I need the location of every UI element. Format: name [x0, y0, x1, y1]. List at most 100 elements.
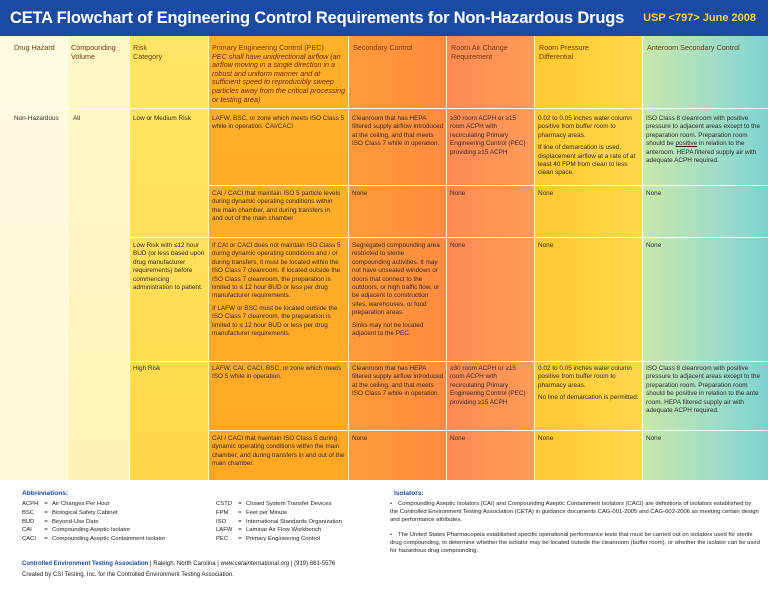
row-divider — [208, 185, 768, 186]
cell-r3-secondary-b: Sinks may not be located adjacent to the… — [352, 321, 424, 338]
cell-r1-risk: Low or Medium Risk — [133, 115, 191, 122]
cell-r1-pressure: 0.02 to 0.05 inches water column positiv… — [538, 115, 640, 178]
header-risk-category: Risk Category — [133, 43, 163, 61]
abbrev-row: ISO = International Standards Organization — [216, 518, 342, 527]
abbrev-row: ACPH = Air Changes Per Hour — [22, 500, 165, 509]
cell-r4-pec: LAFW, CAI, CACI, BSC, or zone which meet… — [212, 365, 342, 381]
isolators-p2-text: The United States Pharmacopeia establish… — [390, 532, 760, 554]
abbrev-key: BUD — [22, 518, 35, 525]
cell-r4-pressure-a: 0.02 to 0.05 inches water column positiv… — [538, 365, 632, 389]
cell-r4-secondary: Cleanroom that has HEPA filtered supply … — [352, 365, 444, 398]
column-divider — [348, 36, 349, 480]
cell-r5-air-change: None — [450, 435, 466, 442]
cell-r2-air-change: None — [450, 190, 466, 197]
cell-r3-pressure: None — [538, 242, 554, 249]
cell-r2-pec: CAI / CACI that maintain ISO 5 particle … — [212, 190, 341, 223]
col-bg-compounding-volume — [67, 36, 129, 480]
cell-r4-anteroom: ISO Class 8 cleanroom with positive pres… — [646, 365, 761, 415]
abbrev-eq: = — [44, 509, 48, 516]
col-bg-risk-category — [129, 36, 208, 480]
header-compounding-volume: Compounding Volume — [71, 43, 116, 61]
header-pec: Primary Engineering Control (PEC) PEC sh… — [212, 43, 346, 104]
column-divider — [446, 36, 447, 480]
abbrev-key: ISO — [216, 518, 227, 525]
col-bg-drug-hazard — [0, 36, 67, 480]
col-bg-secondary-control — [348, 36, 446, 480]
abbrev-eq: = — [238, 509, 242, 516]
isolators-title: Isolators: — [394, 490, 424, 497]
column-divider — [534, 36, 535, 480]
abbrev-row: BSC = Biological Safety Cabinet — [22, 509, 165, 518]
cell-r3-secondary: Segregated compounding area restricted t… — [352, 242, 444, 338]
col-bg-room-air-change — [446, 36, 534, 480]
abbrev-value: Biological Safety Cabinet — [52, 509, 118, 516]
header-drug-hazard: Drug Hazard — [14, 43, 55, 52]
abbrev-value: Feet per Minute — [246, 509, 288, 516]
cell-r5-pressure: None — [538, 435, 554, 442]
abbrev-value: Beyond-Use Date — [52, 518, 99, 525]
cell-r5-pec: CAI / CACI that maintain ISO Class 5 dur… — [212, 435, 345, 468]
abbrev-row: FPM = Feet per Minute — [216, 509, 342, 518]
cell-r1-anteroom-underline: positive — [675, 140, 698, 148]
abbrev-eq: = — [238, 536, 242, 543]
abbrev-key: BSC — [22, 509, 35, 516]
cell-compounding-volume: All — [73, 115, 81, 122]
usp-reference: USP <797> June 2008 — [643, 12, 756, 24]
abbrev-eq: = — [44, 536, 48, 543]
abbrev-row: BUD = Beyond-Use Date — [22, 518, 165, 527]
cell-r4-pressure: 0.02 to 0.05 inches water column positiv… — [538, 365, 640, 403]
cell-r1-anteroom-a: ISO Class 8 cleanroom with positive pres… — [646, 115, 761, 148]
cell-r4-risk: High Risk — [133, 365, 161, 372]
column-divider — [129, 36, 130, 480]
header-divider — [0, 108, 768, 109]
cell-r1-pec: LAFW, BSC, or zone which meets ISO Class… — [212, 115, 345, 131]
cell-r1-pressure-b: If line of demarcation is used, displace… — [538, 144, 636, 177]
cell-r3-air-change: None — [450, 242, 466, 249]
footer-org: Controlled Environment Testing Associati… — [22, 561, 149, 567]
abbreviations-left: ACPH = Air Changes Per Hour BSC = Biological… — [22, 500, 165, 544]
abbrev-value: Compounding Aseptic Isolator — [52, 527, 131, 534]
header-secondary-control: Secondary Control — [353, 43, 413, 52]
abbrev-row: LAFW = Laminar Air Flow Workbench — [216, 526, 342, 535]
abbrev-eq: = — [44, 501, 48, 507]
footer-credit: Created by CSI Testing, Inc. for the Con… — [22, 572, 234, 578]
isolators-p1-text: Compounding Aseptic Isolators (CAI) and … — [390, 501, 759, 523]
footer-sep2: | (919) 861-5576 — [289, 561, 336, 567]
footer-url-link[interactable]: www.cetainternational.org — [220, 561, 290, 567]
title-bar — [0, 0, 768, 36]
header-room-air-change: Room Air Change Requirement — [451, 43, 508, 61]
cell-r4-air-change: ≥30 room ACPH or ≥15 room ACPH with reci… — [450, 365, 526, 406]
abbrev-value: International Standards Organization — [246, 518, 342, 525]
page-title: CETA Flowchart of Engineering Control Re… — [10, 9, 625, 27]
abbrev-value: Air Changes Per Hour — [52, 501, 110, 507]
abbrev-value: Laminar Air Flow Workbench — [246, 527, 322, 534]
cell-r5-secondary: None — [352, 435, 368, 442]
abbrev-key: CAI — [22, 527, 32, 534]
header-pec-note: PEC shall have unidirectional airflow (a… — [212, 51, 346, 104]
cell-r3-pec: If CAI or CACI does not maintain ISO Cla… — [212, 242, 346, 338]
isolators-paragraph-1: • Compounding Aseptic Isolators (CAI) and… — [390, 501, 760, 524]
row-divider — [129, 237, 768, 238]
footer — [0, 480, 768, 594]
abbrev-key: ACPH — [22, 501, 39, 507]
abbrev-key: PEC — [216, 536, 229, 543]
abbrev-row: PEC = Primary Engineering Control — [216, 535, 342, 544]
col-bg-anteroom — [642, 36, 768, 480]
cell-r1-secondary: Cleanroom that has HEPA filtered supply … — [352, 115, 444, 148]
footer-contact: Controlled Environment Testing Associati… — [22, 561, 335, 567]
header-anteroom: Anteroom Secondary Control — [647, 43, 740, 52]
bullet-icon: • — [390, 501, 393, 507]
abbrev-key: CACI — [22, 536, 37, 543]
col-bg-room-pressure — [534, 36, 642, 480]
abbrev-key: FPM — [216, 509, 229, 516]
cell-r3-risk: Low Risk with ≤12 hour BUD (or less base… — [133, 242, 205, 292]
abbrev-eq: = — [238, 501, 242, 507]
cell-r2-pressure: None — [538, 190, 554, 197]
cell-r1-air-change: ≥30 room ACPH or ≥15 room ACPH with reci… — [450, 115, 526, 156]
isolators-paragraph-2: • The United States Pharmacopeia establis… — [390, 532, 760, 555]
row-divider — [129, 361, 768, 362]
cell-drug-hazard: Non-Hazardous — [14, 115, 59, 122]
abbrev-key: CSTD — [216, 501, 233, 507]
cell-r4-pressure-b: No line of demarcation is permitted. — [538, 394, 639, 402]
abbrev-row: CSTD = Closed System Transfer Devices — [216, 500, 342, 509]
